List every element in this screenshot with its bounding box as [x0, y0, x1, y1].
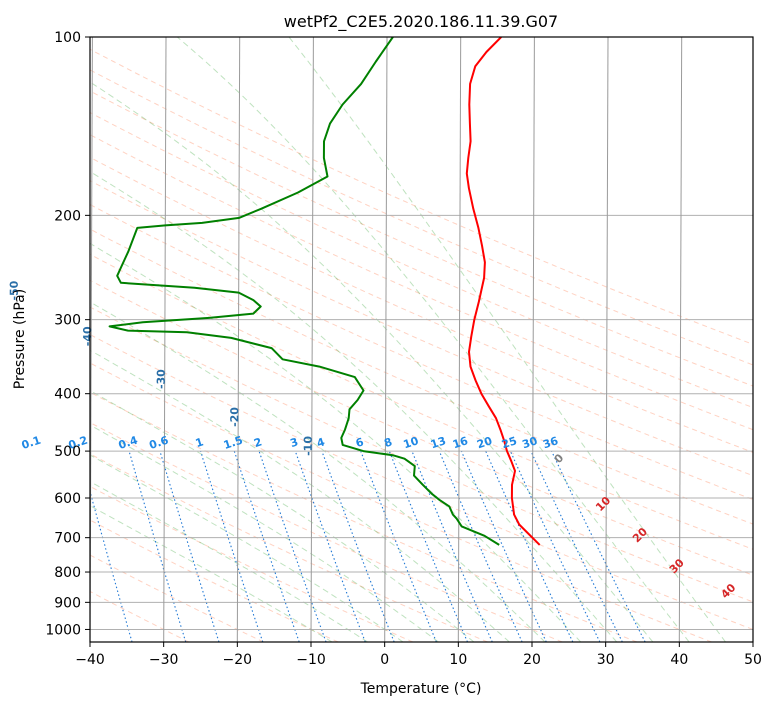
dry-adiabat-line: [90, 134, 753, 431]
mixing-ratio-label: 0.2: [67, 434, 90, 452]
dry-adiabat-line: [90, 421, 563, 642]
dry-adiabat-line: [90, 69, 753, 366]
x-tick-label: −20: [223, 652, 253, 668]
moist-adiabat-line: [90, 349, 510, 642]
y-tick-label: 600: [54, 491, 81, 507]
mixing-ratio-label: 25: [500, 434, 519, 451]
x-tick-label: 10: [449, 652, 467, 668]
y-tick-label: 500: [54, 444, 81, 460]
dry-adiabat-line: [90, 279, 753, 576]
mixing-ratio-label: 0.4: [117, 433, 140, 451]
isotherm-line: [163, 37, 167, 642]
moist-adiabat-line: [90, 424, 439, 642]
dry-adiabat-line: [90, 453, 488, 642]
mixing-ratio-label: 8: [383, 435, 394, 450]
mixing-ratio-label: 10: [402, 434, 421, 451]
mixing-ratio-label: 6: [354, 435, 366, 450]
mixing-ratio-line: [294, 450, 366, 642]
mixing-ratio-label: 20: [475, 434, 494, 451]
y-axis-ticks: 100 200 300 400 500 600 700 800 900 1000: [45, 30, 90, 638]
moist-adiabat-line: [90, 242, 582, 642]
isotherm-label: -30: [155, 369, 168, 389]
isotherm-line: [605, 37, 609, 642]
dry-adiabat-line: [90, 333, 753, 630]
y-tick-label: 100: [54, 30, 81, 46]
y-tick-label: 1000: [45, 622, 81, 638]
temperature-profile-line: [465, 37, 541, 546]
mixing-ratio-label: 3: [289, 435, 300, 450]
mixing-ratio-label: 30: [521, 434, 540, 451]
isotherm-line: [310, 37, 314, 642]
mixing-ratio-line: [233, 450, 300, 642]
mixing-ratio-label: 0.1: [20, 434, 43, 452]
pressure-grid: [90, 36, 753, 630]
mixing-ratio-label: 4: [315, 435, 327, 450]
mixing-ratio-line: [551, 450, 646, 642]
moist-adiabat-line: [288, 37, 726, 642]
x-axis-title: Temperature (°C): [360, 681, 482, 697]
x-tick-label: 50: [744, 652, 762, 668]
background-lines: [90, 37, 753, 642]
isotherm-line: [457, 37, 462, 642]
y-tick-label: 700: [54, 531, 81, 547]
mixing-ratio-label: 13: [429, 434, 448, 451]
y-tick-label: 800: [54, 565, 81, 581]
dry-adiabat-line: [90, 203, 753, 501]
dry-adiabat-line: [90, 112, 753, 409]
y-axis-title: Pressure (hPa): [12, 289, 28, 389]
x-tick-label: −40: [75, 652, 105, 668]
moist-adiabat-line: [90, 505, 333, 642]
line-labels: -100-90-80-70-60-50-40-30-20-100.10.20.4…: [8, 280, 739, 601]
isotherm-label: -20: [228, 407, 241, 427]
dry-adiabat-line: [90, 391, 638, 642]
dry-adiabat-line: [90, 485, 414, 642]
dry-adiabat-line: [90, 590, 190, 642]
moist-adiabat-line: [90, 454, 404, 642]
mixing-ratio-line: [200, 450, 264, 642]
moist-adiabat-line: [90, 301, 546, 642]
moist-adiabat-line: [90, 81, 654, 642]
plot-frame: [89, 36, 754, 643]
mixing-ratio-label: 36: [541, 434, 560, 451]
mixing-ratio-label: 1: [194, 435, 205, 450]
x-axis-ticks: −40 −30 −20 −10 0 10 20 30 40 50: [75, 642, 762, 668]
isotherm-line: [531, 37, 535, 642]
y-tick-label: 200: [54, 208, 81, 224]
x-tick-label: −10: [296, 652, 326, 668]
mixing-ratio-line: [530, 450, 623, 642]
mixing-ratio-line: [438, 450, 523, 642]
x-tick-label: 40: [670, 652, 688, 668]
x-tick-label: 30: [597, 652, 615, 668]
dewpoint-profile-line: [108, 37, 500, 546]
x-tick-label: 20: [523, 652, 541, 668]
x-tick-label: 0: [380, 652, 389, 668]
moist-adiabat-line: [176, 37, 690, 642]
mixing-ratio-line: [360, 450, 437, 642]
isotherm-label: -50: [8, 280, 21, 300]
x-tick-label: −30: [149, 652, 179, 668]
isotherm-label: -10: [302, 436, 315, 456]
isotherm-label: -40: [81, 326, 94, 346]
y-tick-label: 400: [54, 387, 81, 403]
moist-adiabat-line: [90, 170, 618, 642]
mixing-ratio-label: 16: [451, 434, 470, 451]
mixing-ratio-line: [388, 450, 469, 642]
mixing-ratio-line: [128, 450, 187, 642]
mixing-ratio-label: 0.6: [148, 433, 171, 451]
chart-title: wetPf2_C2E5.2020.186.11.39.G07: [284, 12, 558, 32]
y-tick-label: 900: [54, 595, 81, 611]
y-tick-label: 300: [54, 313, 81, 329]
isotherm-line: [678, 37, 683, 642]
mixing-ratio-label: 2: [252, 435, 263, 450]
isotherm-line: [384, 37, 388, 642]
mixing-ratio-line: [159, 450, 220, 642]
profile-series: [108, 37, 541, 546]
mixing-ratio-line: [258, 450, 327, 642]
dry-adiabat-line: [90, 228, 753, 525]
dry-adiabat-line: [90, 306, 753, 603]
dry-adiabat-line: [90, 180, 753, 477]
mixing-ratio-label: 1.5: [222, 434, 245, 452]
